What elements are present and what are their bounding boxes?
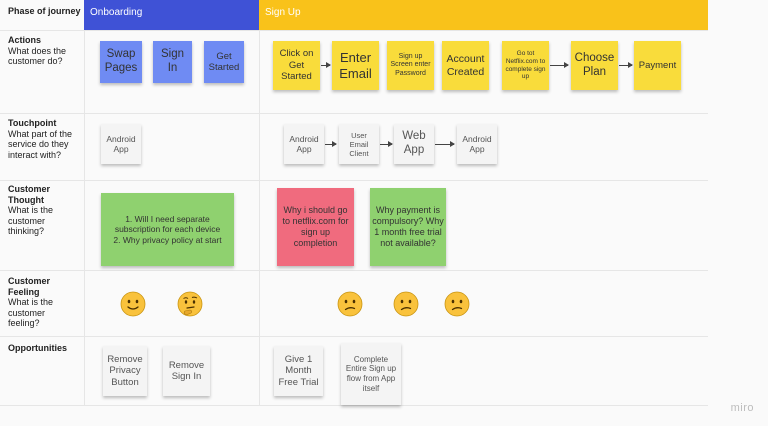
confused-face-icon [337,291,363,317]
happy-face-icon [120,291,146,317]
column-divider [259,30,260,405]
row-label-touchpoint: Touchpoint What part of the service do t… [8,118,82,160]
row-divider [0,180,708,181]
sticky-touchpoint-android-app[interactable]: Android App [457,124,497,164]
row-subtitle: What part of the service do they interac… [8,128,73,160]
row-divider [0,113,708,114]
row-title: Touchpoint [8,118,57,128]
sticky-opportunity-complete-in-app[interactable]: Complete Entire Sign up flow from App it… [341,343,401,405]
sticky-thought-subscription[interactable]: 1. Will I need separate subscription for… [101,193,234,266]
row-divider [0,270,708,271]
phase-of-journey-label: Phase of journey [8,6,81,17]
row-label-feeling: Customer Feeling What is the customer fe… [8,276,74,329]
sticky-touchpoint-android-app[interactable]: Android App [284,124,324,164]
sticky-goto-netflix[interactable]: Go tot Netflix.com to complete sign up [502,41,549,90]
thinking-face-icon [177,291,203,317]
sticky-touchpoint-email-client[interactable]: User Email Client [339,124,379,164]
row-subtitle: What is the customer thinking? [8,205,54,236]
sticky-thought-why-netflix[interactable]: Why i should go to netflix.com for sign … [277,188,354,266]
sticky-enter-email[interactable]: Enter Email [332,41,379,90]
sticky-opportunity-remove-privacy[interactable]: Remove Privacy Button [103,346,147,396]
arrow-connector [435,141,455,147]
row-divider [0,405,708,406]
arrow-connector [321,62,331,68]
sticky-thought-why-payment[interactable]: Why payment is compulsory? Why 1 month f… [370,188,446,266]
sticky-sign-in[interactable]: Sign In [153,41,192,83]
sticky-click-get-started[interactable]: Click on Get Started [273,41,320,90]
confused-face-icon [393,291,419,317]
arrow-connector [619,62,633,68]
sticky-signup-screen[interactable]: Sign up Screen enter Password [387,41,434,90]
row-title: Customer Thought [8,184,51,205]
arrow-connector [380,141,393,147]
row-label-opportunities: Opportunities [8,343,82,354]
phase-header-onboarding: Onboarding [84,0,259,30]
arrow-connector [550,62,569,68]
miro-watermark: miro [730,402,754,414]
row-subtitle: What does the customer do? [8,45,67,67]
sticky-choose-plan[interactable]: Choose Plan [571,41,618,90]
row-divider [0,336,708,337]
column-divider [84,30,85,405]
row-divider [0,30,708,31]
row-label-thought: Customer Thought What is the customer th… [8,184,74,237]
row-label-actions: Actions What does the customer do? [8,35,82,67]
sticky-account-created[interactable]: Account Created [442,41,489,90]
row-subtitle: What is the customer feeling? [8,297,54,328]
sticky-opportunity-free-trial[interactable]: Give 1 Month Free Trial [274,346,323,396]
phase-header-signup: Sign Up [259,0,708,30]
sticky-swap-pages[interactable]: Swap Pages [100,41,142,83]
arrow-connector [325,141,337,147]
sticky-touchpoint-web-app[interactable]: Web App [394,124,434,164]
row-title: Customer Feeling [8,276,51,297]
row-title: Opportunities [8,343,67,353]
phase-label-text: Phase of journey [8,6,81,16]
row-title: Actions [8,35,42,45]
confused-face-icon [444,291,470,317]
sticky-payment[interactable]: Payment [634,41,681,90]
sticky-opportunity-remove-sign-in[interactable]: Remove Sign In [163,346,210,396]
sticky-get-started[interactable]: Get Started [204,41,244,83]
sticky-touchpoint-android-app[interactable]: Android App [101,124,141,164]
